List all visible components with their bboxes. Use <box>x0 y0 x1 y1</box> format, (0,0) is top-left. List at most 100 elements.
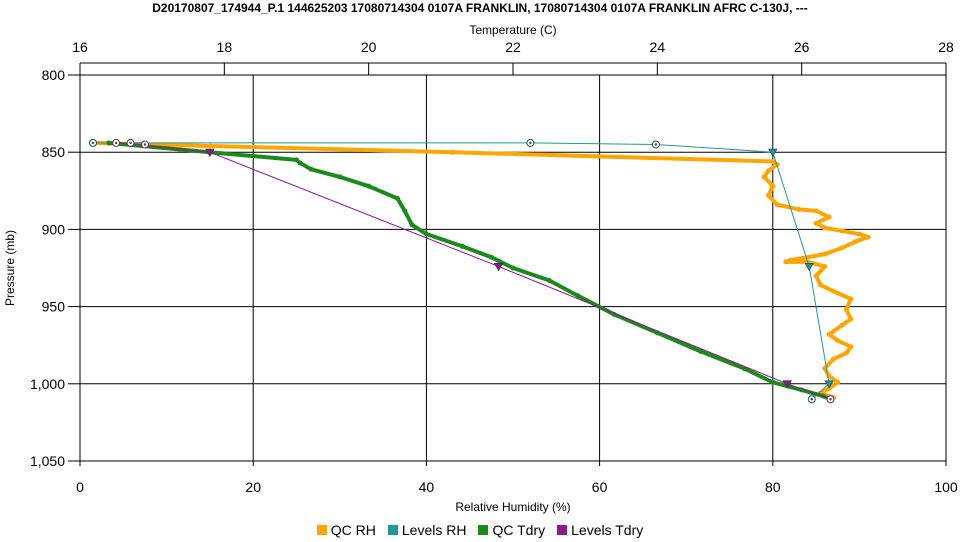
series-point <box>852 239 858 245</box>
series-point <box>848 344 854 350</box>
rh-level-marker <box>768 148 778 158</box>
series-point <box>337 174 343 180</box>
y-axis-title: Pressure (mb) <box>3 230 17 306</box>
x-tick-label: 100 <box>934 479 958 495</box>
series-point <box>459 243 465 249</box>
series-point <box>839 245 845 251</box>
series-point <box>409 222 415 228</box>
tdry-level-marker-dot <box>143 143 147 146</box>
series-point <box>856 231 862 237</box>
series-point <box>826 331 832 337</box>
legend-swatch-levels-rh <box>387 525 398 535</box>
tdry-level-marker-dot <box>114 141 118 145</box>
chart-title: D20170807_174944_P.1 144625203 170807143… <box>152 1 808 15</box>
series-point <box>395 196 401 202</box>
x2-axis-title: Temperature (C) <box>469 23 556 37</box>
series-point <box>575 293 581 299</box>
series-point <box>423 231 429 237</box>
series-point <box>817 282 823 288</box>
tdry-level-marker-dot <box>829 398 832 401</box>
series-point <box>822 251 828 257</box>
series-point <box>765 192 771 198</box>
series-point <box>826 214 832 220</box>
series-point <box>698 348 704 354</box>
series-point <box>813 208 819 214</box>
y-tick-label: 800 <box>42 67 66 83</box>
x2-tick-label: 26 <box>794 39 810 55</box>
series-point <box>822 263 828 269</box>
series-point <box>366 183 372 189</box>
legend-item-qc-tdry[interactable]: QC Tdry <box>478 522 545 538</box>
series-point <box>297 160 303 166</box>
series-point <box>770 158 776 164</box>
y-tick-label: 950 <box>42 299 66 315</box>
legend-item-levels-rh[interactable]: Levels RH <box>387 522 467 538</box>
legend-label-qc-tdry: QC Tdry <box>492 522 546 538</box>
series-point <box>830 356 836 362</box>
series-point <box>835 379 841 385</box>
tdry-level-marker <box>205 148 215 158</box>
rh-level-marker-dot <box>91 141 95 145</box>
x2-tick-label: 22 <box>505 39 521 55</box>
series-point <box>843 307 849 313</box>
y-tick-label: 850 <box>42 144 66 160</box>
series-point <box>796 206 802 212</box>
series-point <box>787 257 793 263</box>
series-point <box>813 220 819 226</box>
series-point <box>783 259 789 265</box>
legend-swatch-qc-tdry <box>478 525 489 535</box>
x2-tick-label: 20 <box>361 39 377 55</box>
legend-label-levels-tdry: Levels Tdry <box>571 522 644 538</box>
legend: QC RH Levels RH QC Tdry Levels Tdry <box>0 522 960 538</box>
y-tick-label: 1,000 <box>30 376 65 392</box>
y-tick-label: 900 <box>42 221 66 237</box>
series-point <box>843 350 849 356</box>
x2-tick-label: 16 <box>72 39 88 55</box>
rh-level-marker-dot <box>654 143 658 146</box>
x-tick-label: 0 <box>76 479 84 495</box>
x-tick-label: 60 <box>592 479 608 495</box>
x-tick-label: 80 <box>765 479 781 495</box>
series-point <box>830 288 836 294</box>
series-point <box>308 166 314 172</box>
legend-label-qc-rh: QC RH <box>330 522 376 538</box>
series-point <box>449 149 455 155</box>
series-point <box>770 379 776 385</box>
series-point <box>765 168 771 174</box>
legend-item-qc-rh[interactable]: QC RH <box>316 522 376 538</box>
legend-label-levels-rh: Levels RH <box>401 522 467 538</box>
series-point <box>294 157 299 163</box>
rh-level-marker <box>824 380 834 389</box>
rh-level-marker-dot <box>529 141 532 145</box>
x2-tick-label: 28 <box>938 39 954 55</box>
x-axis-title: Relative Humidity (%) <box>455 500 570 514</box>
tdry-level-marker <box>493 263 504 272</box>
series-point <box>207 143 213 149</box>
series-point <box>770 183 776 189</box>
series-point <box>835 338 841 344</box>
legend-swatch-qc-rh <box>316 525 327 535</box>
series-point <box>839 228 845 234</box>
series-point <box>106 140 112 146</box>
series-point <box>865 234 871 240</box>
tdry-level-marker-dot <box>129 141 132 145</box>
series-point <box>822 225 828 231</box>
tdry-level-marker <box>782 380 792 389</box>
x2-tick-label: 18 <box>217 39 233 55</box>
x-tick-label: 40 <box>419 479 435 495</box>
x-tick-label: 20 <box>245 479 261 495</box>
series-point <box>848 296 854 302</box>
series-point <box>761 174 767 180</box>
series-point <box>839 322 845 328</box>
y-tick-label: 1,050 <box>30 453 65 469</box>
series-point <box>402 208 408 214</box>
chart-plot: 0 20 40 60 80 100 16 18 20 22 24 26 28 800 850 900 950 1,… <box>3 23 958 514</box>
rh-level-marker-dot <box>810 398 813 401</box>
series-point <box>510 265 516 271</box>
x2-tick-label: 24 <box>650 39 666 55</box>
series-point <box>848 316 854 322</box>
series-point <box>546 277 552 283</box>
legend-swatch-levels-tdry <box>557 525 568 535</box>
legend-item-levels-tdry[interactable]: Levels Tdry <box>557 522 643 538</box>
series-point <box>774 202 780 208</box>
